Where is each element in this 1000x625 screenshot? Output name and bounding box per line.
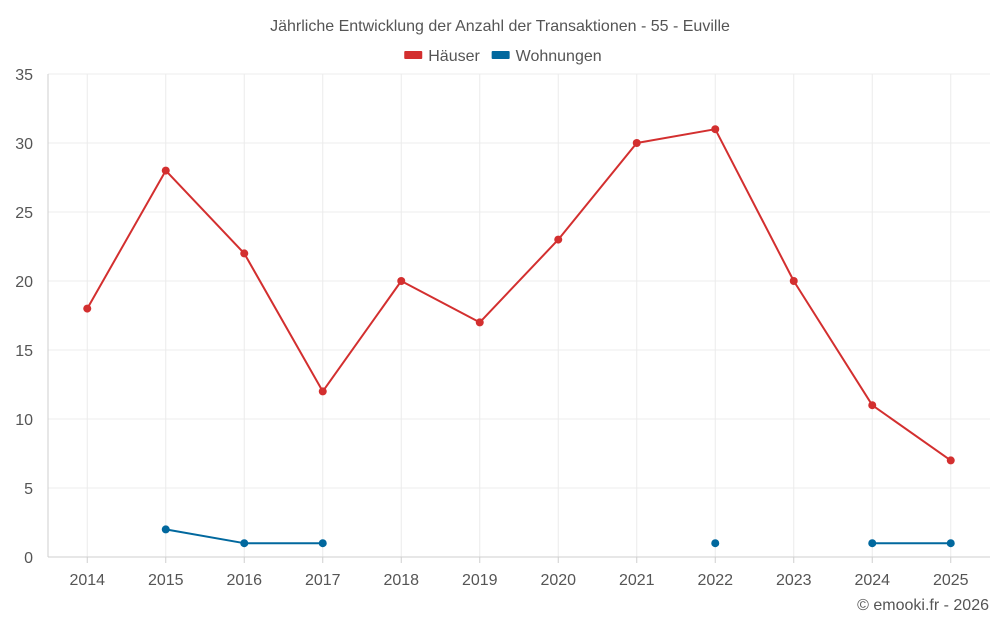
y-tick-label: 5	[24, 481, 33, 498]
credit-text: © emooki.fr - 2026	[857, 597, 989, 614]
data-point-h-user[interactable]	[711, 125, 720, 134]
x-tick-label: 2016	[226, 572, 262, 589]
y-tick-label: 20	[15, 274, 33, 291]
x-tick-label: 2018	[383, 572, 419, 589]
legend-swatch	[491, 51, 510, 59]
data-point-wohnungen[interactable]	[946, 539, 955, 548]
series-line-h-user	[86, 128, 952, 462]
x-tick-label: 2019	[462, 572, 498, 589]
x-tick-label: 2023	[776, 572, 812, 589]
x-tick-label: 2015	[148, 572, 184, 589]
legend-label: Häuser	[428, 48, 480, 65]
x-tick-label: 2024	[854, 572, 890, 589]
data-point-h-user[interactable]	[789, 277, 798, 285]
y-tick-label: 0	[24, 550, 33, 567]
x-tick-label: 2025	[933, 572, 969, 589]
data-point-wohnungen[interactable]	[868, 539, 877, 548]
y-tick-label: 10	[15, 412, 33, 429]
data-point-h-user[interactable]	[318, 387, 327, 396]
data-point-h-user[interactable]	[475, 318, 484, 327]
data-point-h-user[interactable]	[868, 401, 877, 410]
legend-swatch	[404, 51, 423, 59]
x-tick-label: 2020	[540, 572, 576, 589]
data-point-wohnungen[interactable]	[711, 539, 720, 548]
x-tick-label: 2021	[619, 572, 655, 589]
x-tick-label: 2017	[305, 572, 341, 589]
data-point-wohnungen[interactable]	[318, 539, 327, 548]
legend-item-h-user[interactable]: Häuser	[404, 48, 481, 65]
legend: Häuser Wohnungen	[404, 48, 602, 65]
legend-item-wohnungen[interactable]: Wohnungen	[491, 48, 602, 65]
y-tick-label: 30	[15, 136, 33, 153]
legend-label: Wohnungen	[516, 48, 602, 65]
x-tick-label: 2014	[69, 572, 105, 589]
data-point-h-user[interactable]	[554, 235, 563, 244]
x-tick-label: 2022	[697, 572, 733, 589]
series	[83, 125, 955, 548]
data-point-h-user[interactable]	[240, 249, 249, 258]
data-point-h-user[interactable]	[632, 139, 641, 147]
y-tick-label: 15	[15, 343, 33, 360]
data-point-h-user[interactable]	[397, 277, 406, 285]
chart-title: Jährliche Entwicklung der Anzahl der Tra…	[270, 18, 730, 35]
y-tick-label: 25	[15, 205, 33, 222]
data-point-h-user[interactable]	[161, 166, 170, 175]
data-point-h-user[interactable]	[946, 456, 955, 465]
y-tick-label: 35	[15, 67, 33, 84]
data-point-h-user[interactable]	[83, 304, 92, 313]
data-point-wohnungen[interactable]	[240, 539, 249, 548]
series-wohnungen	[161, 525, 955, 548]
grid	[48, 73, 990, 557]
series-h-user	[83, 125, 955, 465]
data-point-wohnungen[interactable]	[161, 525, 170, 534]
